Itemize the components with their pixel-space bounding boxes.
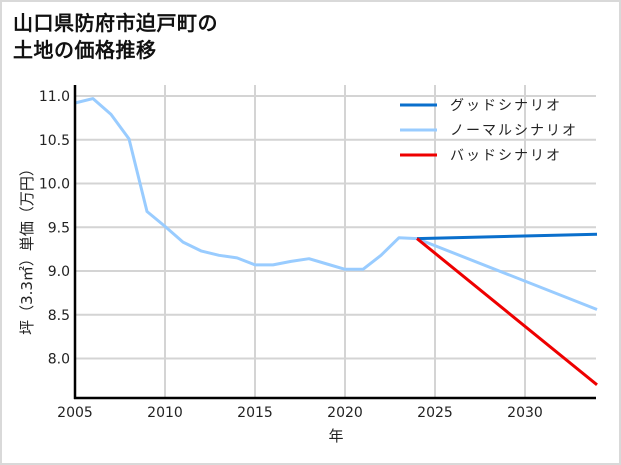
legend-item-1: ノーマルシナリオ xyxy=(400,123,578,139)
legend-item-0: グッドシナリオ xyxy=(400,98,562,114)
x-tick-label: 2020 xyxy=(327,405,363,421)
chart-title: 山口県防府市迫戸町の 土地の価格推移 xyxy=(13,10,218,64)
x-tick-label: 2010 xyxy=(147,405,183,421)
data-lines xyxy=(74,97,598,386)
series-line-1 xyxy=(74,97,598,311)
legend-label: グッドシナリオ xyxy=(450,98,562,114)
y-tick-label: 10.0 xyxy=(39,177,70,193)
y-tick-label: 11.0 xyxy=(39,89,70,105)
y-tick-label: 8.5 xyxy=(48,308,70,324)
axes xyxy=(73,85,596,400)
y-axis-label: 坪（3.3㎡）単価（万円） xyxy=(18,161,36,335)
x-tick-label: 2005 xyxy=(57,405,93,421)
y-axis-ticks: 8.0 8.5 9.0 9.5 10.0 10.5 11.0 xyxy=(39,89,70,368)
x-tick-label: 2015 xyxy=(237,405,273,421)
y-tick-label: 8.0 xyxy=(48,352,70,368)
title-line-1: 山口県防府市迫戸町の xyxy=(13,11,218,35)
x-axis-ticks: 2005 2010 2015 2020 2025 2030 xyxy=(57,405,543,421)
x-axis-label: 年 xyxy=(328,427,343,445)
x-tick-label: 2030 xyxy=(507,405,543,421)
series-line-0 xyxy=(416,232,598,241)
legend-item-2: バッドシナリオ xyxy=(400,148,562,164)
y-tick-label: 9.5 xyxy=(48,220,70,236)
x-tick-label: 2025 xyxy=(417,405,453,421)
series-line-2 xyxy=(416,237,598,386)
title-line-2: 土地の価格推移 xyxy=(13,38,157,62)
y-tick-label: 9.0 xyxy=(48,264,70,280)
legend-label: ノーマルシナリオ xyxy=(450,123,578,139)
y-tick-label: 10.5 xyxy=(39,133,70,149)
legend-label: バッドシナリオ xyxy=(450,148,562,164)
